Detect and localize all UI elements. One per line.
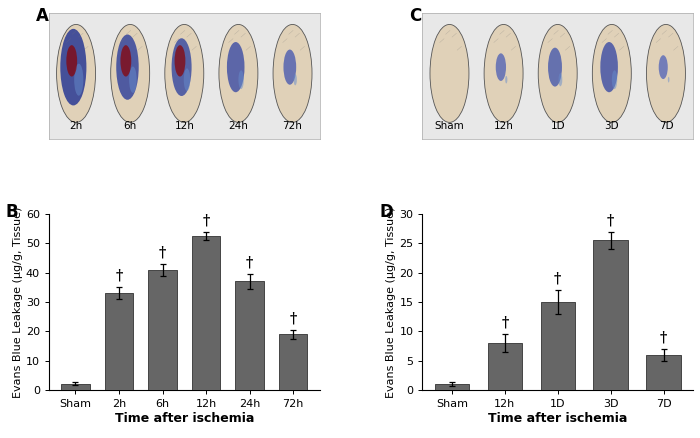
Bar bbox=[105, 293, 133, 390]
Text: B: B bbox=[6, 204, 18, 222]
Bar bbox=[148, 270, 176, 390]
Bar bbox=[540, 302, 575, 390]
Text: 6h: 6h bbox=[124, 121, 136, 131]
Ellipse shape bbox=[227, 42, 244, 92]
Y-axis label: Evans Blue Leakage (μg/g, Tissue): Evans Blue Leakage (μg/g, Tissue) bbox=[386, 206, 396, 398]
Text: †: † bbox=[116, 269, 122, 283]
Text: 24h: 24h bbox=[228, 121, 248, 131]
Ellipse shape bbox=[659, 55, 668, 79]
Ellipse shape bbox=[612, 70, 617, 89]
Ellipse shape bbox=[484, 25, 523, 122]
Text: †: † bbox=[159, 245, 166, 259]
Ellipse shape bbox=[668, 77, 669, 82]
Text: 7D: 7D bbox=[659, 121, 673, 131]
Text: 1D: 1D bbox=[550, 121, 565, 131]
Ellipse shape bbox=[120, 45, 132, 77]
Ellipse shape bbox=[60, 29, 86, 106]
Bar bbox=[192, 236, 220, 390]
Text: †: † bbox=[554, 272, 561, 286]
Ellipse shape bbox=[57, 25, 95, 122]
Ellipse shape bbox=[164, 25, 204, 122]
Ellipse shape bbox=[129, 67, 137, 93]
Ellipse shape bbox=[174, 45, 186, 77]
Text: †: † bbox=[202, 213, 210, 227]
Ellipse shape bbox=[647, 25, 685, 122]
Text: 12h: 12h bbox=[494, 121, 514, 131]
Text: †: † bbox=[660, 330, 667, 344]
Ellipse shape bbox=[538, 25, 578, 122]
Bar bbox=[435, 384, 469, 390]
Y-axis label: Evans Blue Leakage (μg/g, Tissue): Evans Blue Leakage (μg/g, Tissue) bbox=[13, 206, 23, 398]
Ellipse shape bbox=[559, 73, 562, 86]
Bar bbox=[235, 282, 264, 390]
Bar bbox=[62, 384, 90, 390]
Ellipse shape bbox=[601, 42, 618, 92]
Ellipse shape bbox=[184, 68, 190, 91]
Ellipse shape bbox=[496, 53, 506, 81]
Text: †: † bbox=[501, 316, 508, 330]
Bar bbox=[279, 334, 307, 390]
X-axis label: Time after ischemia: Time after ischemia bbox=[488, 412, 627, 424]
Ellipse shape bbox=[505, 76, 508, 84]
Text: A: A bbox=[36, 7, 48, 25]
Bar bbox=[594, 240, 628, 390]
Ellipse shape bbox=[273, 25, 312, 122]
Ellipse shape bbox=[430, 25, 469, 122]
Ellipse shape bbox=[548, 48, 562, 87]
Text: C: C bbox=[409, 7, 421, 25]
Ellipse shape bbox=[111, 25, 150, 122]
Ellipse shape bbox=[74, 64, 83, 95]
Ellipse shape bbox=[239, 70, 244, 89]
Ellipse shape bbox=[284, 49, 296, 85]
Bar bbox=[488, 343, 522, 390]
Ellipse shape bbox=[172, 38, 192, 96]
Text: †: † bbox=[290, 311, 297, 325]
Text: †: † bbox=[246, 256, 253, 270]
Text: 3D: 3D bbox=[605, 121, 619, 131]
Bar bbox=[646, 355, 680, 390]
Text: 72h: 72h bbox=[283, 121, 302, 131]
Ellipse shape bbox=[116, 35, 139, 100]
Text: 12h: 12h bbox=[174, 121, 194, 131]
Ellipse shape bbox=[592, 25, 631, 122]
Text: Sham: Sham bbox=[435, 121, 464, 131]
Ellipse shape bbox=[293, 74, 297, 85]
Ellipse shape bbox=[66, 45, 77, 77]
Ellipse shape bbox=[219, 25, 258, 122]
X-axis label: Time after ischemia: Time after ischemia bbox=[115, 412, 254, 424]
Text: D: D bbox=[379, 204, 393, 222]
Text: †: † bbox=[607, 213, 614, 227]
Text: 2h: 2h bbox=[69, 121, 83, 131]
